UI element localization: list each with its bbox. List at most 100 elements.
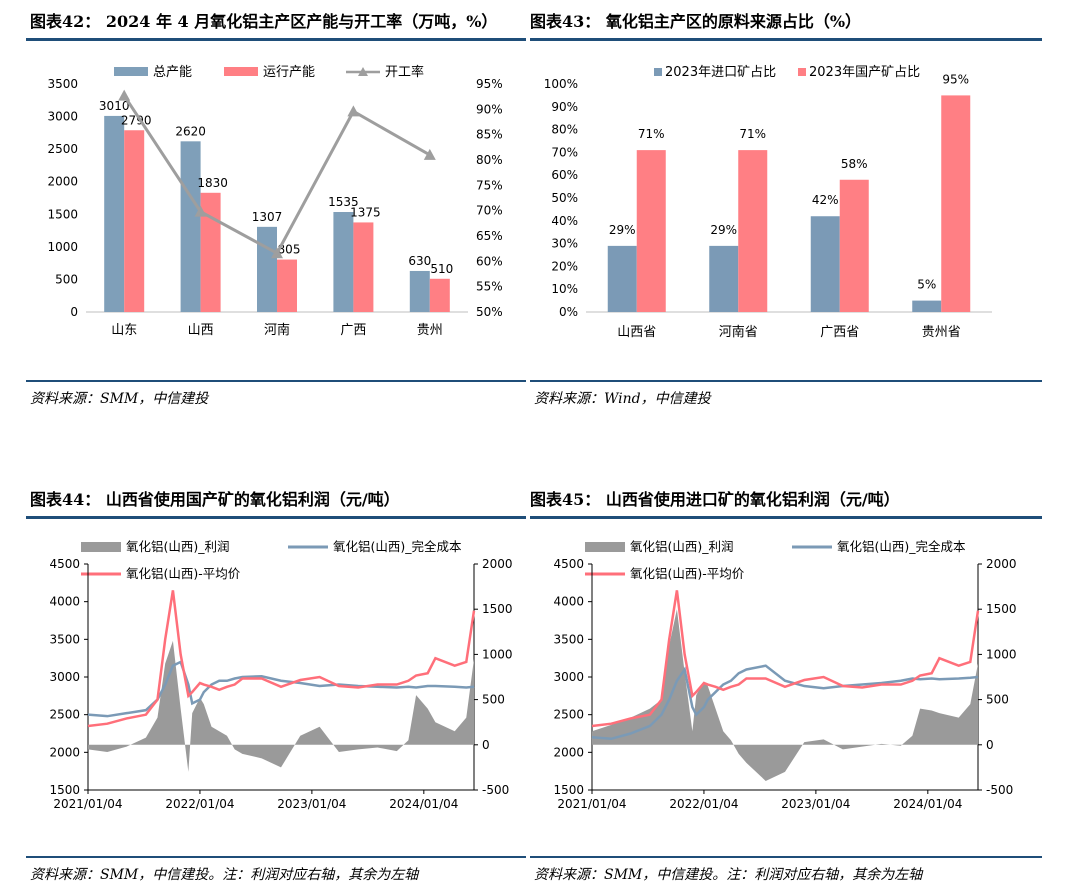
y-tick-label: 2000 — [47, 175, 78, 189]
y-tick-label: 0% — [559, 305, 578, 319]
area-profit — [88, 640, 474, 772]
bar-domestic-share — [738, 150, 768, 312]
legend-label-profit: 氧化铝(山西)_利润 — [126, 539, 230, 554]
y-tick-label: 1500 — [553, 783, 584, 797]
legend-swatch-profit — [585, 542, 625, 552]
y2-tick-label: 50% — [476, 305, 503, 319]
legend-label-cost: 氧化铝(山西)_完全成本 — [333, 539, 462, 554]
y2-tick-label: 65% — [476, 229, 503, 243]
y2-tick-label: 500 — [986, 693, 1009, 707]
y-tick-label: 4000 — [49, 595, 80, 609]
legend-marker-rate — [358, 67, 368, 76]
y-tick-label: 1000 — [47, 240, 78, 254]
y-tick-label: 4500 — [553, 557, 584, 571]
y2-tick-label: 80% — [476, 153, 503, 167]
x-category-label: 广西省 — [820, 325, 859, 340]
y-tick-label: 3000 — [553, 670, 584, 684]
y2-tick-label: 0 — [986, 738, 994, 752]
bar-import-share — [912, 300, 942, 312]
y-tick-label: 10% — [551, 282, 578, 296]
fig44-title: 图表44： 山西省使用国产矿的氧化铝利润（元/吨） — [30, 490, 400, 509]
line-full-cost — [87, 660, 475, 718]
data-label-domestic: 95% — [942, 72, 969, 86]
y2-tick-label: 2000 — [986, 557, 1017, 571]
legend-swatch-import — [654, 68, 662, 76]
y2-tick-label: 95% — [476, 77, 503, 91]
x-tick-label: 2023/01/04 — [781, 797, 850, 811]
fig45-source: 资料来源：SMM，中信建投。注：利润对应右轴，其余为左轴 — [534, 867, 923, 883]
y2-tick-label: 0 — [482, 738, 490, 752]
data-label-import: 42% — [812, 193, 839, 207]
legend-label-cost: 氧化铝(山西)_完全成本 — [837, 539, 966, 554]
line-full-cost — [591, 664, 979, 741]
y2-tick-label: 70% — [476, 204, 503, 218]
y2-tick-label: 75% — [476, 178, 503, 192]
x-tick-label: 2022/01/04 — [669, 797, 738, 811]
data-label-total: 2620 — [175, 124, 206, 138]
fig43-source: 资料来源：Wind，中信建投 — [534, 391, 711, 407]
rate-marker — [194, 205, 207, 217]
fig42-top-rule — [26, 38, 526, 41]
y-tick-label: 3500 — [553, 632, 584, 646]
legend-label-profit: 氧化铝(山西)_利润 — [630, 539, 734, 554]
y-tick-label: 1500 — [49, 783, 80, 797]
y2-tick-label: 1000 — [482, 647, 513, 661]
legend-label-price: 氧化铝(山西)-平均价 — [126, 566, 241, 581]
y-tick-label: 4000 — [553, 595, 584, 609]
line-average-price — [87, 590, 476, 728]
data-label-domestic: 71% — [638, 127, 665, 141]
y2-tick-label: 60% — [476, 254, 503, 268]
bar-domestic-share — [839, 179, 869, 312]
data-label-import: 29% — [710, 223, 737, 237]
y-tick-label: 90% — [551, 100, 578, 114]
x-tick-label: 2024/01/04 — [389, 797, 458, 811]
data-label-running: 510 — [430, 262, 453, 276]
x-category-label: 山西 — [188, 323, 214, 338]
legend-swatch-domestic — [798, 68, 806, 76]
bar-import-share — [709, 245, 739, 312]
bar-import-share — [607, 245, 637, 312]
bar-total-capacity — [333, 212, 354, 312]
data-label-total: 1535 — [328, 195, 359, 209]
legend-swatch-total — [114, 67, 148, 76]
x-category-label: 山东 — [111, 323, 137, 338]
bar-total-capacity — [180, 141, 201, 312]
y-tick-label: 3000 — [49, 670, 80, 684]
y2-tick-label: 90% — [476, 102, 503, 116]
fig42-source: 资料来源：SMM，中信建投 — [30, 391, 209, 407]
legend-label-running: 运行产能 — [263, 65, 315, 80]
y-tick-label: 2500 — [49, 708, 80, 722]
fig44-source: 资料来源：SMM，中信建投。注：利润对应右轴，其余为左轴 — [30, 867, 419, 883]
legend-label-import: 2023年进口矿占比 — [665, 65, 776, 80]
y-tick-label: 80% — [551, 123, 578, 137]
legend-swatch-running — [224, 67, 258, 76]
fig44-bottom-rule — [26, 856, 526, 858]
data-label-import: 5% — [917, 278, 936, 292]
fig43-top-rule — [530, 38, 1042, 41]
y-tick-label: 30% — [551, 237, 578, 251]
fig43-bottom-rule — [530, 380, 1042, 382]
data-label-import: 29% — [609, 223, 636, 237]
y-tick-label: 1500 — [47, 207, 78, 221]
area-profit — [592, 609, 978, 781]
bar-running-capacity — [353, 222, 374, 312]
y2-tick-label: 55% — [476, 280, 503, 294]
y-tick-label: 70% — [551, 145, 578, 159]
legend-label-total: 总产能 — [153, 65, 192, 80]
bar-running-capacity — [124, 130, 145, 312]
x-category-label: 山西省 — [617, 325, 656, 340]
data-label-total: 3010 — [99, 99, 130, 113]
x-tick-label: 2021/01/04 — [557, 797, 626, 811]
fig45-bottom-rule — [530, 856, 1042, 858]
rate-marker — [347, 105, 360, 117]
x-category-label: 河南省 — [719, 324, 758, 340]
y-tick-label: 60% — [551, 168, 578, 182]
y-tick-label: 40% — [551, 214, 578, 228]
y-tick-label: 50% — [551, 191, 578, 205]
rate-marker — [271, 247, 283, 259]
y2-tick-label: 2000 — [482, 557, 513, 571]
bar-total-capacity — [104, 115, 125, 312]
bar-running-capacity — [277, 259, 297, 312]
y2-tick-label: 1500 — [986, 602, 1017, 616]
